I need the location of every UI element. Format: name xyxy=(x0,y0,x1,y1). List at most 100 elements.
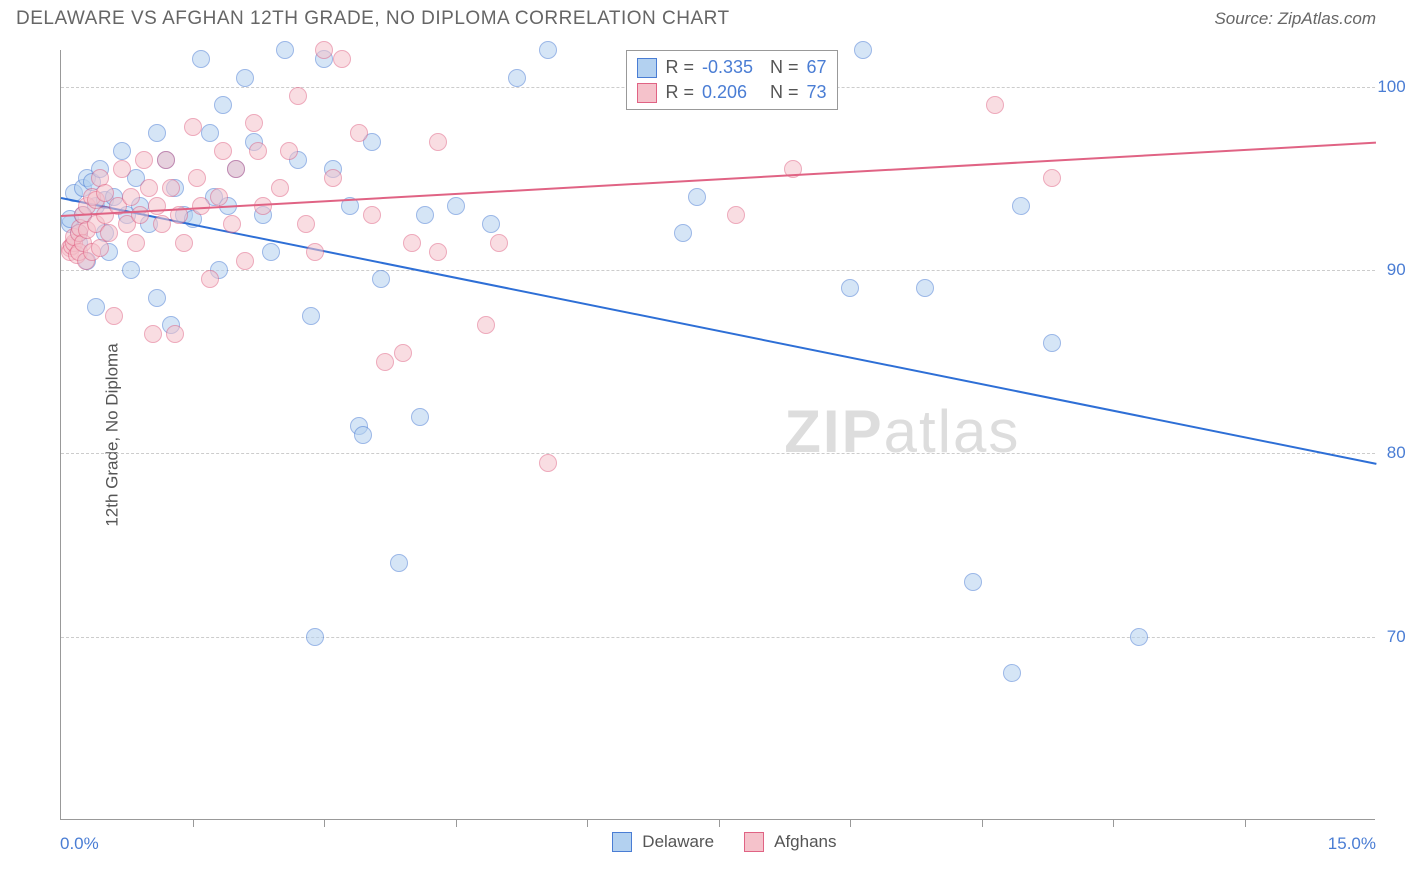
x-tick xyxy=(1245,819,1246,827)
scatter-point xyxy=(490,234,508,252)
scatter-point xyxy=(986,96,1004,114)
scatter-point xyxy=(354,426,372,444)
scatter-point xyxy=(201,270,219,288)
scatter-point xyxy=(674,224,692,242)
trendline xyxy=(61,197,1376,465)
chart-plot-area: 12th Grade, No Diploma ZIPatlas 70.0%80.… xyxy=(60,50,1375,820)
legend-n-value: 73 xyxy=(806,82,826,103)
scatter-point xyxy=(280,142,298,160)
y-tick-label: 70.0% xyxy=(1387,627,1406,647)
scatter-point xyxy=(390,554,408,572)
scatter-point xyxy=(113,142,131,160)
legend-bottom-swatch xyxy=(744,832,764,852)
scatter-point xyxy=(223,215,241,233)
scatter-point xyxy=(157,151,175,169)
scatter-point xyxy=(214,96,232,114)
scatter-point xyxy=(271,179,289,197)
scatter-point xyxy=(148,124,166,142)
scatter-point xyxy=(429,133,447,151)
scatter-point xyxy=(477,316,495,334)
scatter-point xyxy=(403,234,421,252)
scatter-point xyxy=(105,307,123,325)
scatter-point xyxy=(262,243,280,261)
scatter-point xyxy=(227,160,245,178)
scatter-point xyxy=(1003,664,1021,682)
scatter-point xyxy=(916,279,934,297)
scatter-point xyxy=(363,206,381,224)
scatter-point xyxy=(162,179,180,197)
scatter-point xyxy=(508,69,526,87)
x-tick xyxy=(719,819,720,827)
scatter-point xyxy=(131,206,149,224)
legend-n-value: 67 xyxy=(806,57,826,78)
x-axis-min-label: 0.0% xyxy=(60,834,99,854)
scatter-point xyxy=(210,188,228,206)
scatter-point xyxy=(188,169,206,187)
legend-r-value: 0.206 xyxy=(702,82,762,103)
scatter-point xyxy=(148,197,166,215)
chart-title: DELAWARE VS AFGHAN 12TH GRADE, NO DIPLOM… xyxy=(16,8,730,30)
scatter-point xyxy=(376,353,394,371)
legend-top-row: R =0.206N =73 xyxy=(637,80,826,105)
scatter-point xyxy=(153,215,171,233)
scatter-point xyxy=(1043,169,1061,187)
scatter-point xyxy=(447,197,465,215)
scatter-point xyxy=(350,124,368,142)
legend-bottom: DelawareAfghans xyxy=(612,832,856,852)
scatter-point xyxy=(539,454,557,472)
scatter-point xyxy=(324,169,342,187)
x-tick xyxy=(1113,819,1114,827)
scatter-point xyxy=(1043,334,1061,352)
legend-r-value: -0.335 xyxy=(702,57,762,78)
scatter-point xyxy=(297,215,315,233)
x-tick xyxy=(850,819,851,827)
scatter-point xyxy=(192,50,210,68)
legend-bottom-label: Delaware xyxy=(642,832,714,852)
scatter-point xyxy=(166,325,184,343)
scatter-point xyxy=(127,234,145,252)
x-tick xyxy=(456,819,457,827)
scatter-point xyxy=(289,87,307,105)
gridline xyxy=(61,453,1375,454)
scatter-point xyxy=(539,41,557,59)
scatter-point xyxy=(249,142,267,160)
scatter-point xyxy=(140,179,158,197)
scatter-point xyxy=(964,573,982,591)
scatter-point xyxy=(315,41,333,59)
scatter-point xyxy=(306,628,324,646)
watermark-rest: atlas xyxy=(884,398,1021,465)
watermark-bold: ZIP xyxy=(784,398,883,465)
scatter-point xyxy=(100,224,118,242)
scatter-point xyxy=(394,344,412,362)
scatter-point xyxy=(236,252,254,270)
scatter-point xyxy=(236,69,254,87)
scatter-point xyxy=(854,41,872,59)
legend-top-row: R =-0.335N =67 xyxy=(637,55,826,80)
legend-n-label: N = xyxy=(770,82,799,103)
scatter-point xyxy=(1012,197,1030,215)
scatter-point xyxy=(416,206,434,224)
scatter-point xyxy=(122,261,140,279)
legend-swatch xyxy=(637,58,657,78)
scatter-point xyxy=(429,243,447,261)
x-tick xyxy=(982,819,983,827)
scatter-point xyxy=(841,279,859,297)
x-axis-max-label: 15.0% xyxy=(1328,834,1376,854)
scatter-point xyxy=(482,215,500,233)
watermark: ZIPatlas xyxy=(784,397,1020,466)
scatter-point xyxy=(122,188,140,206)
scatter-point xyxy=(302,307,320,325)
scatter-point xyxy=(727,206,745,224)
scatter-point xyxy=(175,234,193,252)
chart-header: DELAWARE VS AFGHAN 12TH GRADE, NO DIPLOM… xyxy=(0,0,1406,38)
scatter-point xyxy=(201,124,219,142)
x-tick xyxy=(324,819,325,827)
scatter-point xyxy=(1130,628,1148,646)
chart-source: Source: ZipAtlas.com xyxy=(1214,9,1376,29)
scatter-point xyxy=(245,114,263,132)
legend-top: R =-0.335N =67R =0.206N =73 xyxy=(626,50,837,110)
y-tick-label: 90.0% xyxy=(1387,260,1406,280)
gridline xyxy=(61,270,1375,271)
scatter-point xyxy=(372,270,390,288)
x-tick xyxy=(193,819,194,827)
